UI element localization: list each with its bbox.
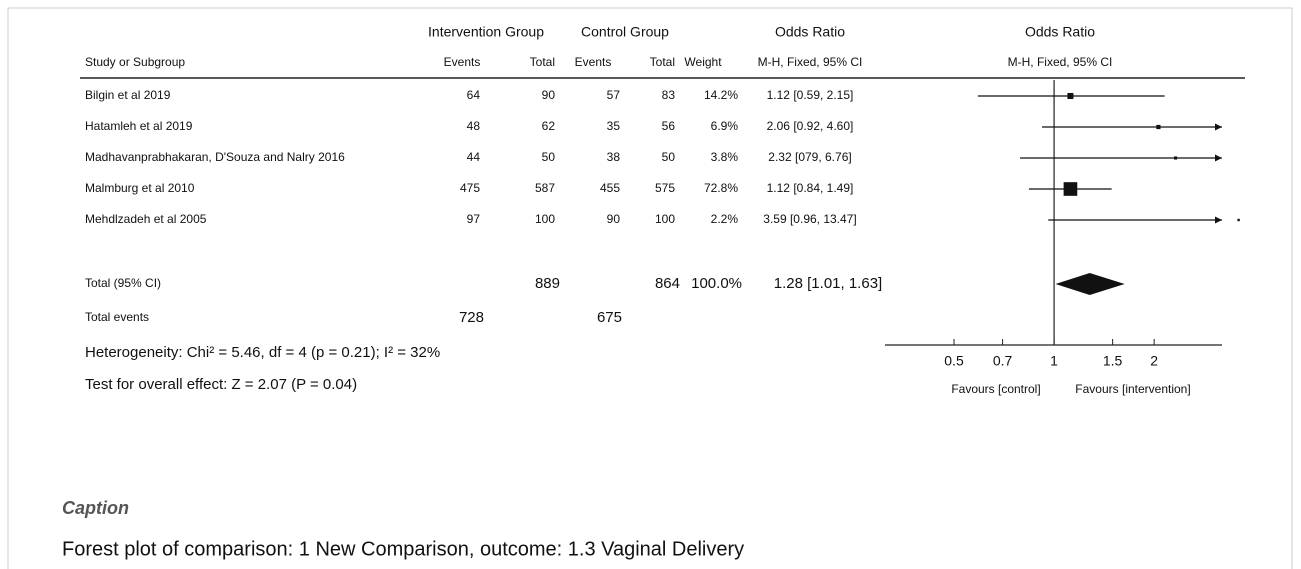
x-tick-label: 2: [1150, 353, 1158, 369]
ci-arrow: [1215, 123, 1222, 131]
cell: 889: [535, 275, 560, 292]
caption-title: Caption: [62, 498, 129, 518]
cell: 6.9%: [711, 119, 739, 133]
cell: 64: [467, 88, 481, 102]
cell: 864: [655, 275, 680, 292]
cell: 97: [467, 212, 481, 226]
cell: 1.28 [1.01, 1.63]: [774, 275, 882, 292]
cell: 38: [607, 150, 621, 164]
x-tick-label: 1.5: [1103, 353, 1123, 369]
cell: 475: [460, 181, 480, 195]
header: M-H, Fixed, 95% CI: [1008, 55, 1113, 69]
cell: 3.59 [0.96, 13.47]: [763, 212, 856, 226]
cell: 587: [535, 181, 555, 195]
total-events-label: Total events: [85, 310, 149, 324]
cell: 3.8%: [711, 150, 739, 164]
x-tick-label: 0.5: [944, 353, 964, 369]
cell: 48: [467, 119, 481, 133]
cell: 675: [597, 309, 622, 326]
cell: 44: [467, 150, 481, 164]
overall-effect: Test for overall effect: Z = 2.07 (P = 0…: [85, 376, 357, 393]
cell: 100: [535, 212, 555, 226]
header: Intervention Group: [428, 24, 544, 40]
study-name: Mehdlzadeh et al 2005: [85, 212, 207, 226]
cell: 2.06 [0.92, 4.60]: [767, 119, 854, 133]
header: Odds Ratio: [775, 24, 845, 40]
caption: Forest plot of comparison: 1 New Compari…: [62, 538, 744, 560]
header: Total: [650, 55, 675, 69]
point-estimate: [1063, 182, 1078, 196]
header: Total: [530, 55, 555, 69]
favours-left: Favours [control]: [951, 382, 1040, 396]
header: M-H, Fixed, 95% CI: [758, 55, 863, 69]
cell: 100.0%: [691, 275, 742, 292]
cell: 2.2%: [711, 212, 739, 226]
ci-arrow: [1215, 154, 1222, 162]
cell: 50: [542, 150, 556, 164]
x-tick-label: 1: [1050, 353, 1058, 369]
total-diamond: [1055, 273, 1125, 295]
cell: 50: [662, 150, 676, 164]
header: Odds Ratio: [1025, 24, 1095, 40]
cell: 2.32 [079, 6.76]: [768, 150, 851, 164]
point-estimate: [1156, 124, 1161, 130]
point-estimate: [1174, 156, 1178, 160]
cell: 455: [600, 181, 620, 195]
frame: [7, 7, 1293, 569]
header: Study or Subgroup: [85, 55, 185, 69]
cell: 90: [542, 88, 556, 102]
header: Weight: [684, 55, 722, 69]
cell: 1.12 [0.59, 2.15]: [767, 88, 854, 102]
ci-arrow: [1215, 216, 1222, 224]
cell: 1.12 [0.84, 1.49]: [767, 181, 854, 195]
header: Events: [444, 55, 481, 69]
heterogeneity: Heterogeneity: Chi² = 5.46, df = 4 (p = …: [85, 344, 440, 361]
cell: 728: [459, 309, 484, 326]
cell: 72.8%: [704, 181, 738, 195]
cell: 62: [542, 119, 556, 133]
header: Control Group: [581, 24, 669, 40]
cell: 57: [607, 88, 621, 102]
header: Events: [575, 55, 612, 69]
x-tick-label: 0.7: [993, 353, 1013, 369]
cell: 575: [655, 181, 675, 195]
cell: 90: [607, 212, 621, 226]
total-label: Total (95% CI): [85, 276, 161, 290]
study-name: Bilgin et al 2019: [85, 88, 171, 102]
cell: 83: [662, 88, 676, 102]
cell: 35: [607, 119, 621, 133]
point-estimate: [1067, 92, 1074, 100]
study-name: Malmburg et al 2010: [85, 181, 195, 195]
cell: 56: [662, 119, 676, 133]
point-estimate: [1237, 218, 1240, 222]
cell: 100: [655, 212, 675, 226]
study-name: Hatamleh et al 2019: [85, 119, 193, 133]
study-name: Madhavanprabhakaran, D'Souza and Nalry 2…: [85, 150, 345, 164]
favours-right: Favours [intervention]: [1075, 382, 1190, 396]
cell: 14.2%: [704, 88, 738, 102]
